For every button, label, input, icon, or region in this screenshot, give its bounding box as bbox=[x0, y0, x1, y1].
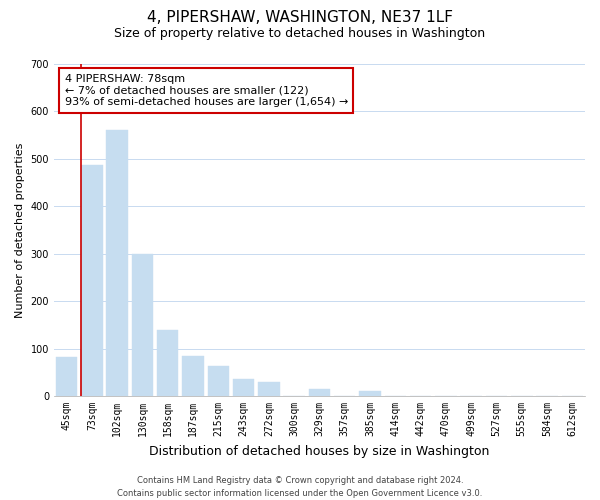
Y-axis label: Number of detached properties: Number of detached properties bbox=[15, 142, 25, 318]
Bar bbox=[157, 330, 178, 396]
Bar bbox=[106, 130, 128, 396]
Bar bbox=[233, 380, 254, 396]
Bar bbox=[182, 356, 204, 396]
X-axis label: Distribution of detached houses by size in Washington: Distribution of detached houses by size … bbox=[149, 444, 490, 458]
Bar bbox=[56, 356, 77, 396]
Bar bbox=[81, 164, 103, 396]
Text: Size of property relative to detached houses in Washington: Size of property relative to detached ho… bbox=[115, 28, 485, 40]
Bar bbox=[359, 391, 381, 396]
Text: Contains HM Land Registry data © Crown copyright and database right 2024.
Contai: Contains HM Land Registry data © Crown c… bbox=[118, 476, 482, 498]
Bar bbox=[131, 254, 153, 396]
Bar bbox=[309, 389, 330, 396]
Bar bbox=[258, 382, 280, 396]
Text: 4, PIPERSHAW, WASHINGTON, NE37 1LF: 4, PIPERSHAW, WASHINGTON, NE37 1LF bbox=[147, 10, 453, 25]
Bar bbox=[208, 366, 229, 396]
Text: 4 PIPERSHAW: 78sqm
← 7% of detached houses are smaller (122)
93% of semi-detache: 4 PIPERSHAW: 78sqm ← 7% of detached hous… bbox=[65, 74, 348, 107]
